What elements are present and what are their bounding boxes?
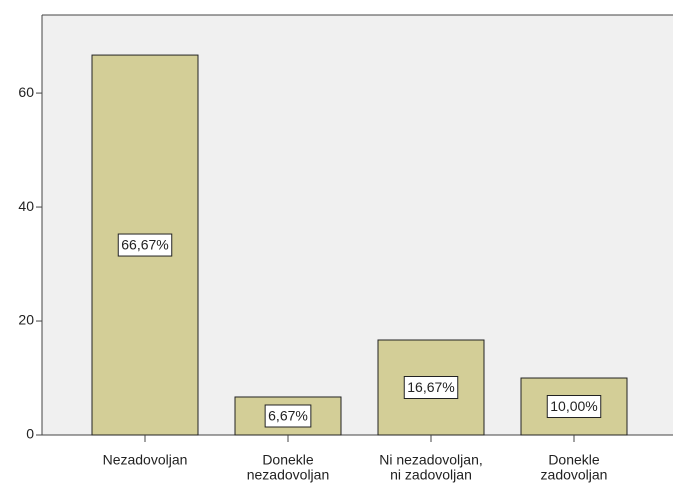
- y-tick-label: 40: [18, 198, 34, 214]
- y-tick-label: 60: [18, 84, 34, 100]
- x-tick-label: ni zadovoljan: [390, 467, 472, 483]
- value-label-box: [403, 376, 459, 400]
- y-tick-label: 20: [18, 312, 34, 328]
- x-tick-label: Nezadovoljan: [103, 452, 188, 468]
- value-label: 6,67%: [268, 408, 308, 424]
- y-tick-label: 0: [26, 426, 34, 442]
- value-label-box: [546, 395, 602, 419]
- x-tick-label: Donekle: [548, 452, 600, 468]
- value-label-box: [264, 404, 312, 428]
- x-tick-label: Donekle: [262, 452, 314, 468]
- value-label-box: [117, 233, 173, 257]
- x-tick-label: zadovoljan: [541, 467, 608, 483]
- x-tick-label: Ni nezadovoljan,: [379, 452, 483, 468]
- value-label: 16,67%: [407, 379, 454, 395]
- value-label: 10,00%: [550, 398, 597, 414]
- value-label: 66,67%: [121, 237, 168, 253]
- x-tick-label: nezadovoljan: [247, 467, 330, 483]
